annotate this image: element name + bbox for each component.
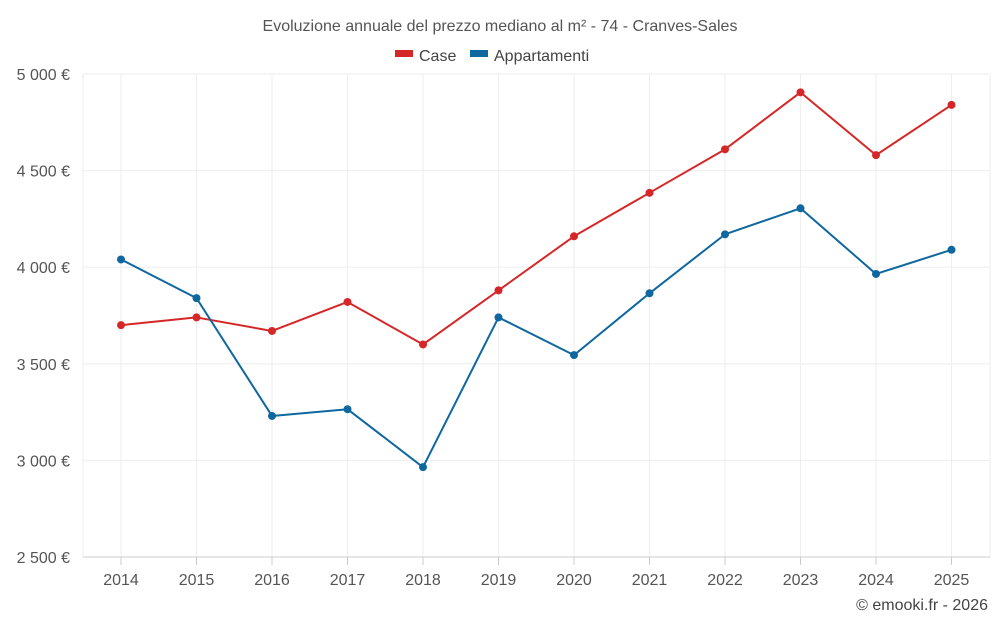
data-point-appartamenti[interactable] [268,411,276,420]
data-point-case[interactable] [947,100,956,109]
data-point-case[interactable] [343,297,352,306]
data-point-appartamenti[interactable] [872,269,880,278]
legend-swatch-case [395,50,413,57]
data-point-case[interactable] [419,340,427,349]
data-point-appartamenti[interactable] [796,204,805,213]
x-tick-label: 2016 [254,572,290,589]
series [117,88,956,472]
data-point-case[interactable] [721,145,729,154]
x-tick-label: 2023 [783,572,819,589]
chart-title: Evoluzione annuale del prezzo mediano al… [263,18,738,35]
x-tick-label: 2020 [556,572,592,589]
data-point-case[interactable] [268,326,276,335]
data-point-appartamenti[interactable] [494,313,503,322]
x-tick-label: 2019 [481,572,517,589]
data-point-case[interactable] [117,321,125,330]
y-tick-label: 5 000 € [17,67,70,84]
data-point-appartamenti[interactable] [570,351,578,360]
x-tick-label: 2025 [934,572,970,589]
data-point-appartamenti[interactable] [419,463,427,472]
legend-swatch-appartamenti [470,50,488,57]
data-point-appartamenti[interactable] [343,405,352,414]
data-point-appartamenti[interactable] [117,255,125,264]
x-tick-label: 2024 [858,572,894,589]
x-tick-label: 2015 [179,572,215,589]
legend-label-appartamenti[interactable]: Appartamenti [494,48,589,65]
x-tick-label: 2022 [707,572,743,589]
y-tick-label: 3 000 € [17,453,70,470]
y-tick-label: 4 000 € [17,260,70,277]
series-line-case [120,91,953,346]
x-tick-label: 2021 [632,572,668,589]
data-point-case[interactable] [796,88,805,97]
y-tick-label: 2 500 € [17,550,70,567]
credit-text: © emooki.fr - 2026 [856,597,988,614]
data-point-case[interactable] [872,151,880,160]
grid [82,73,991,557]
legend[interactable]: Case Appartamenti [395,48,589,65]
data-point-appartamenti[interactable] [645,289,654,298]
x-tick-label: 2014 [103,572,139,589]
data-point-case[interactable] [494,286,503,295]
x-tick-label: 2018 [405,572,441,589]
series-line-appartamenti [120,207,952,469]
data-point-appartamenti[interactable] [721,230,729,239]
x-tick-label: 2017 [330,572,366,589]
axes: 2 500 € 3 000 € 3 500 € 4 000 € 4 500 € 5 000… [17,67,990,589]
data-point-appartamenti[interactable] [947,245,956,254]
y-tick-label: 3 500 € [17,357,70,374]
data-point-case[interactable] [645,188,654,197]
data-point-case[interactable] [570,232,578,241]
y-tick-label: 4 500 € [17,164,70,181]
data-point-appartamenti[interactable] [192,294,201,303]
legend-label-case[interactable]: Case [419,48,456,65]
data-point-case[interactable] [192,313,201,322]
